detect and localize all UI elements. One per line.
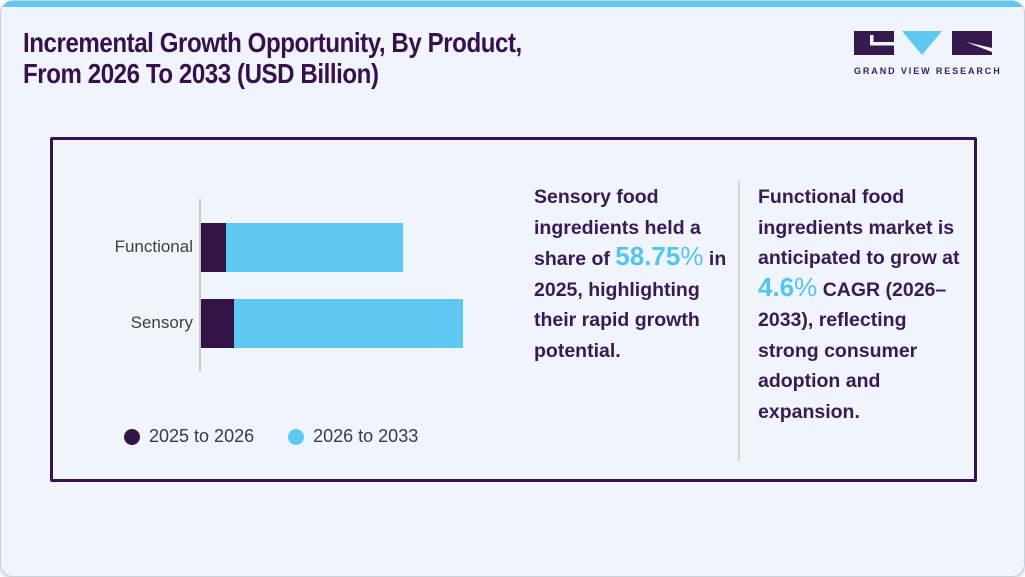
gvr-logo-icon	[854, 31, 992, 55]
legend-label-2026-2033: 2026 to 2033	[313, 426, 419, 446]
bar-functional-segment-2026-2033	[226, 223, 403, 272]
bar-sensory-segment-2026-2033	[234, 299, 463, 348]
category-label-functional: Functional	[114, 237, 193, 256]
callout-functional-cagr: Functional food ingredients market is an…	[758, 182, 970, 427]
callout-sensory-share: Sensory food ingredients held a share of…	[534, 182, 734, 366]
page-title: Incremental Growth Opportunity, By Produ…	[23, 27, 522, 89]
chart-axis-line	[199, 199, 201, 371]
legend-dot-2025-2026	[124, 428, 140, 445]
page-title-line-1: Incremental Growth Opportunity, By Produ…	[23, 27, 522, 58]
category-label-sensory: Sensory	[130, 313, 193, 332]
callout-sensory-text-1: Sensory food ingredients held a share of	[534, 186, 701, 270]
legend-item-2026-2033: 2026 to 2033	[288, 426, 418, 447]
bar-functional	[201, 223, 403, 272]
callout-functional-value: 4.6	[758, 271, 795, 302]
legend-item-2025-2026: 2025 to 2026	[124, 426, 254, 447]
bar-sensory-segment-2025-2026	[201, 299, 234, 348]
bar-sensory	[201, 299, 463, 348]
grand-view-research-logo: GRAND VIEW RESEARCH	[854, 31, 1002, 76]
callout-divider	[738, 181, 740, 461]
callout-functional-text-2: CAGR (2026–2033), reflecting strong cons…	[758, 278, 947, 423]
page-title-line-2: From 2026 To 2033 (USD Billion)	[23, 58, 379, 89]
chart-legend: 2025 to 2026 2026 to 2033	[124, 426, 418, 447]
bar-functional-segment-2025-2026	[201, 223, 226, 272]
callout-functional-text-1: Functional food ingredients market is an…	[758, 186, 960, 269]
legend-label-2025-2026: 2025 to 2026	[149, 426, 255, 446]
gvr-logo-text: GRAND VIEW RESEARCH	[854, 66, 1002, 76]
callout-sensory-percent-sign: %	[680, 241, 704, 271]
chart-card: Functional Sensory 2025 to 2026 2026 to …	[50, 137, 977, 482]
top-accent-bar	[1, 1, 1024, 7]
callout-sensory-text-2: in 2025, highlighting their rapid growth…	[534, 248, 727, 362]
legend-dot-2026-2033	[288, 428, 305, 445]
callout-sensory-value: 58.75	[615, 241, 681, 271]
callout-functional-percent-sign: %	[794, 271, 818, 302]
